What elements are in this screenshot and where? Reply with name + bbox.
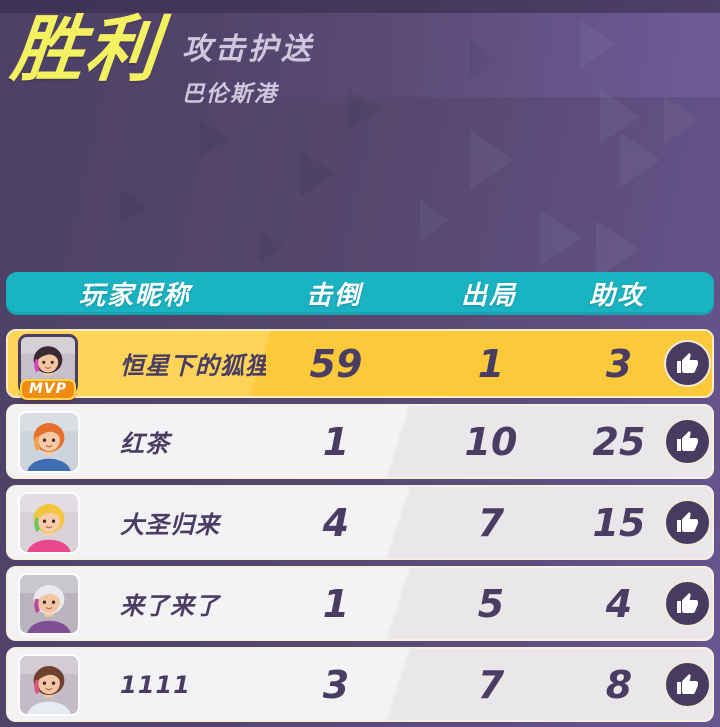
stat-eliminations: 7	[477, 662, 505, 707]
victory-title: 胜利	[7, 7, 165, 91]
stat-eliminations: 10	[464, 419, 518, 464]
top-shade-strip	[0, 0, 720, 13]
stat-knockdowns: 59	[309, 341, 363, 386]
thumbs-up-icon	[677, 430, 698, 451]
scoreboard: 玩家昵称 击倒 出局 助攻 MVP 恒星下的狐狸 59 1 3	[6, 272, 714, 727]
stat-knockdowns: 4	[322, 500, 350, 545]
thumbs-up-icon	[677, 352, 698, 373]
result-header: 胜利 攻击护送 巴伦斯港	[8, 6, 315, 108]
stat-assists: 3	[605, 341, 633, 386]
hero-band	[0, 13, 720, 97]
player-name: 大圣归来	[120, 511, 220, 539]
column-header-player: 玩家昵称	[78, 281, 191, 311]
stat-knockdowns: 3	[322, 662, 350, 707]
player-avatar[interactable]	[18, 491, 80, 554]
column-header-eliminations: 出局	[460, 281, 517, 311]
player-row: MVP 恒星下的狐狸 59 1 3	[6, 329, 714, 400]
scoreboard-header: 玩家昵称 击倒 出局 助攻	[6, 272, 714, 315]
map-name-label: 巴伦斯港	[182, 82, 279, 107]
player-row: 1111 3 7 8	[6, 647, 714, 722]
player-avatar[interactable]	[18, 410, 80, 473]
like-button[interactable]	[663, 661, 711, 708]
stat-assists: 8	[605, 662, 633, 707]
thumbs-up-icon	[677, 511, 698, 532]
stat-assists: 4	[605, 581, 633, 626]
player-row: 红茶 1 10 25	[6, 404, 714, 479]
column-header-assists: 助攻	[588, 281, 645, 311]
stat-knockdowns: 1	[322, 419, 350, 464]
thumbs-up-icon	[677, 673, 698, 694]
player-row: 来了来了 1 5 4	[6, 566, 714, 641]
stat-assists: 25	[592, 419, 646, 464]
player-name: 恒星下的狐狸	[120, 352, 266, 380]
column-header-knockdowns: 击倒	[305, 281, 362, 311]
like-button[interactable]	[663, 340, 711, 387]
thumbs-up-icon	[677, 592, 698, 613]
game-mode-label: 攻击护送	[182, 32, 315, 67]
player-avatar[interactable]	[18, 572, 80, 635]
player-name: 1111	[120, 670, 191, 699]
like-button[interactable]	[663, 580, 711, 627]
like-button[interactable]	[663, 499, 711, 546]
player-name: 来了来了	[120, 592, 220, 620]
scoreboard-rows: MVP 恒星下的狐狸 59 1 3 红茶 1 10	[6, 329, 714, 722]
like-button[interactable]	[663, 418, 711, 465]
player-row: 大圣归来 4 7 15	[6, 485, 714, 560]
stat-assists: 15	[592, 500, 646, 545]
stat-knockdowns: 1	[322, 581, 350, 626]
stat-eliminations: 1	[477, 341, 505, 386]
stat-eliminations: 5	[477, 581, 505, 626]
mvp-label: MVP	[28, 381, 68, 397]
stat-eliminations: 7	[477, 500, 505, 545]
player-name: 红茶	[120, 430, 170, 458]
player-avatar[interactable]	[18, 653, 80, 716]
mvp-badge: MVP	[20, 378, 76, 400]
